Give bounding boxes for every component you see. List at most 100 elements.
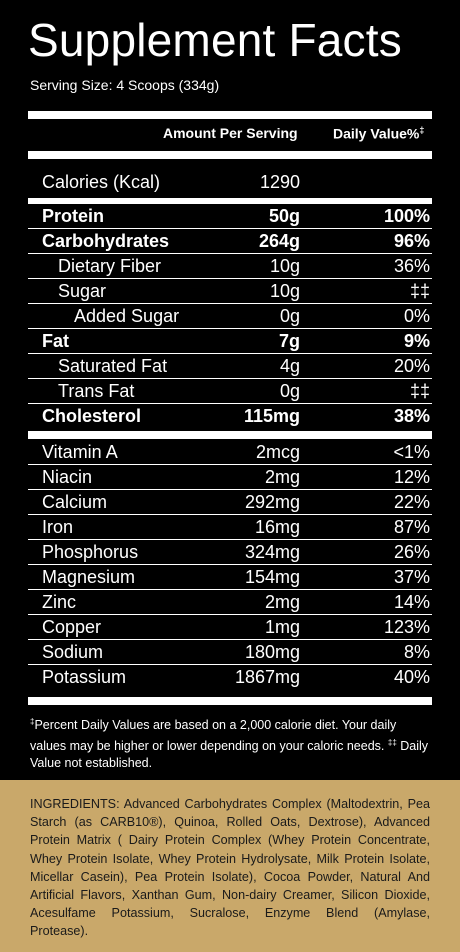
nutrient-row: Phosphorus 324mg 26% — [28, 540, 432, 565]
nutrient-daily-value: 12% — [393, 467, 430, 487]
row-divider — [28, 589, 432, 590]
row-divider — [28, 228, 432, 229]
nutrient-row: Dietary Fiber 10g 36% — [28, 254, 432, 279]
nutrient-label: Potassium — [42, 667, 127, 687]
nutrient-daily-value: ‡‡ — [409, 281, 430, 301]
nutrient-daily-value: 9% — [403, 331, 430, 351]
daily-value-header: Daily Value%‡ — [333, 125, 424, 142]
nutrient-label: Sodium — [42, 642, 104, 662]
nutrient-label: Calcium — [42, 492, 108, 512]
thick-divider-header — [28, 151, 432, 159]
daily-value-header-text: Daily Value% — [333, 125, 420, 142]
thick-divider-top — [28, 111, 432, 119]
nutrient-daily-value: ‡‡ — [409, 381, 430, 401]
nutrient-daily-value: <1% — [393, 442, 430, 462]
nutrient-amount: 0g — [279, 381, 300, 401]
row-divider — [28, 353, 432, 354]
nutrient-label: Sugar — [58, 281, 107, 301]
row-divider — [28, 564, 432, 565]
nutrient-label: Added Sugar — [74, 306, 180, 326]
row-divider — [28, 378, 432, 379]
nutrient-daily-value: 40% — [393, 667, 430, 687]
nutrient-daily-value: 22% — [393, 492, 430, 512]
row-divider — [28, 489, 432, 490]
nutrient-daily-value: 26% — [393, 542, 430, 562]
nutrient-row: Saturated Fat 4g 20% — [28, 354, 432, 379]
nutrient-row: Iron 16mg 87% — [28, 515, 432, 540]
nutrient-label: Protein — [42, 206, 105, 226]
nutrient-amount: 154mg — [244, 567, 300, 587]
nutrient-label: Niacin — [42, 467, 93, 487]
row-divider — [28, 664, 432, 665]
nutrient-row: Protein 50g 100% — [28, 204, 432, 229]
row-divider — [28, 514, 432, 515]
nutrient-label: Fat — [42, 331, 69, 351]
footnote-text-1: Percent Daily Values are based on a 2,00… — [30, 718, 397, 754]
panel-title: Supplement Facts — [28, 14, 402, 66]
thick-divider-bottom — [28, 697, 432, 705]
nutrient-daily-value: 123% — [383, 617, 430, 637]
calories-row: Calories (Kcal) 1290 — [28, 170, 432, 195]
nutrient-amount: 324mg — [244, 542, 300, 562]
nutrient-label: Vitamin A — [42, 442, 118, 462]
calories-label: Calories (Kcal) — [42, 172, 161, 192]
thick-divider-calories — [28, 198, 432, 204]
nutrient-label: Dietary Fiber — [58, 256, 162, 276]
nutrient-label: Magnesium — [42, 567, 136, 587]
nutrient-row: Calcium 292mg 22% — [28, 490, 432, 515]
nutrient-amount: 2mg — [264, 467, 300, 487]
nutrient-amount: 10g — [269, 281, 300, 301]
serving-size: Serving Size: 4 Scoops (334g) — [30, 77, 220, 93]
daily-value-mark: ‡ — [419, 125, 425, 135]
row-divider — [28, 253, 432, 254]
row-divider — [28, 614, 432, 615]
ingredients-panel: INGREDIENTS: Advanced Carbohydrates Comp… — [0, 780, 460, 952]
nutrient-amount: 2mg — [264, 592, 300, 612]
nutrient-daily-value: 36% — [393, 256, 430, 276]
nutrient-daily-value: 96% — [393, 231, 430, 251]
amount-per-serving-header: Amount Per Serving — [163, 125, 298, 141]
footnote-text-2: Daily Value not established. — [30, 739, 429, 771]
nutrient-row: Magnesium 154mg 37% — [28, 565, 432, 590]
nutrient-amount: 292mg — [244, 492, 300, 512]
nutrient-daily-value: 38% — [393, 406, 430, 426]
nutrient-label: Phosphorus — [42, 542, 139, 562]
row-divider — [28, 278, 432, 279]
nutrient-daily-value: 37% — [393, 567, 430, 587]
nutrient-daily-value: 0% — [403, 306, 430, 326]
footnote-mark-2: ‡‡ — [387, 738, 397, 748]
row-divider — [28, 639, 432, 640]
nutrient-amount: 4g — [279, 356, 300, 376]
nutrient-label: Carbohydrates — [42, 231, 170, 251]
nutrient-row: Added Sugar 0g 0% — [28, 304, 432, 329]
row-divider — [28, 403, 432, 404]
footnote: ‡Percent Daily Values are based on a 2,0… — [30, 713, 434, 772]
nutrient-label: Trans Fat — [58, 381, 135, 401]
nutrient-row: Fat 7g 9% — [28, 329, 432, 354]
nutrient-amount: 50g — [268, 206, 300, 226]
nutrient-row: Zinc 2mg 14% — [28, 590, 432, 615]
nutrient-row: Sugar 10g ‡‡ — [28, 279, 432, 304]
nutrient-daily-value: 8% — [403, 642, 430, 662]
row-divider — [28, 464, 432, 465]
nutrient-row: Sodium 180mg 8% — [28, 640, 432, 665]
thick-divider-macros — [28, 431, 432, 439]
nutrient-row: Cholesterol 115mg 38% — [28, 404, 432, 429]
nutrient-row: Carbohydrates 264g 96% — [28, 229, 432, 254]
nutrient-amount: 2mcg — [255, 442, 300, 462]
row-divider — [28, 328, 432, 329]
nutrient-amount: 180mg — [244, 642, 300, 662]
nutrient-amount: 10g — [269, 256, 300, 276]
nutrient-amount: 0g — [279, 306, 300, 326]
row-divider — [28, 539, 432, 540]
nutrient-row: Trans Fat 0g ‡‡ — [28, 379, 432, 404]
ingredients-text: INGREDIENTS: Advanced Carbohydrates Comp… — [30, 797, 430, 939]
nutrient-amount: 115mg — [243, 406, 300, 426]
calories-amount: 1290 — [259, 172, 300, 192]
nutrient-daily-value: 87% — [393, 517, 430, 537]
nutrient-row: Copper 1mg 123% — [28, 615, 432, 640]
nutrient-daily-value: 14% — [393, 592, 430, 612]
nutrient-row: Potassium 1867mg 40% — [28, 665, 432, 690]
nutrient-label: Iron — [42, 517, 74, 537]
nutrient-amount: 16mg — [254, 517, 300, 537]
